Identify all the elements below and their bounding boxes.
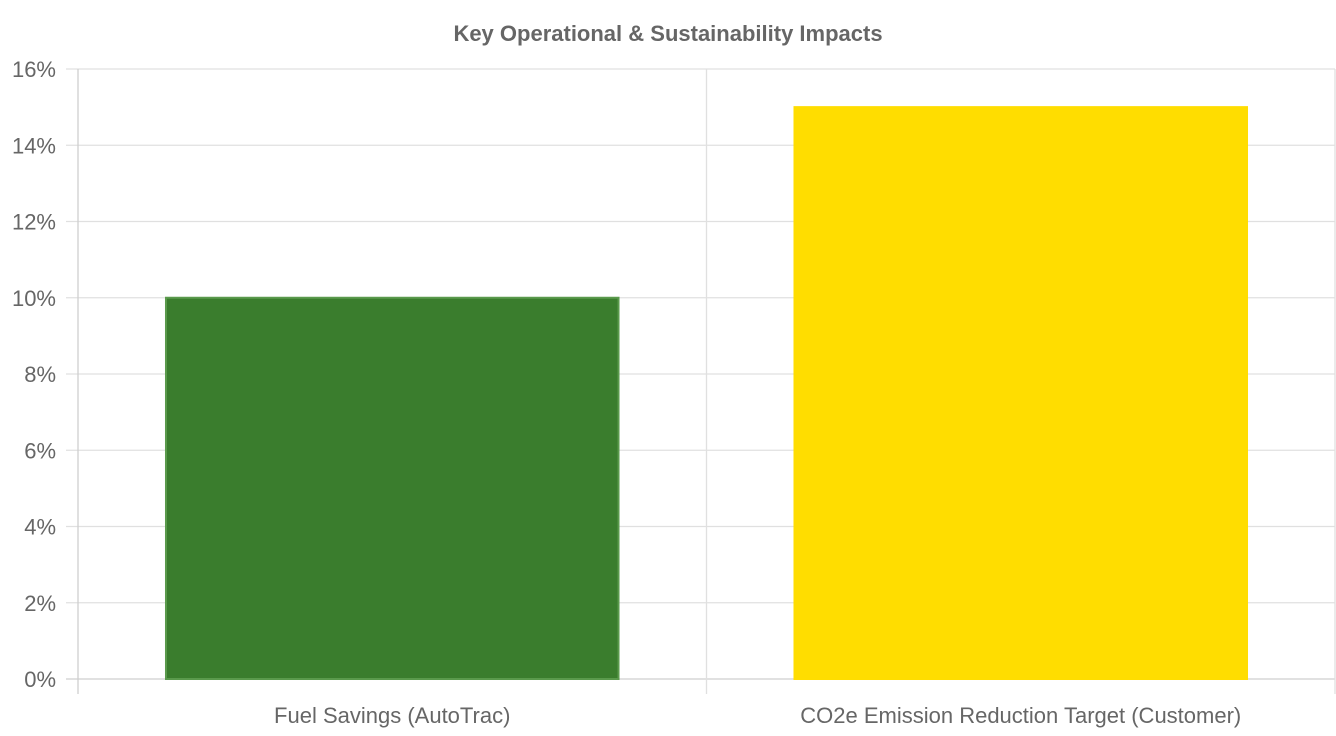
x-category-label: CO2e Emission Reduction Target (Customer… bbox=[800, 703, 1241, 728]
y-tick-label: 16% bbox=[12, 57, 56, 82]
bar[interactable] bbox=[164, 296, 620, 680]
y-tick-label: 0% bbox=[24, 667, 56, 692]
y-tick-label: 4% bbox=[24, 515, 56, 540]
bar[interactable] bbox=[793, 106, 1249, 680]
y-tick-label: 8% bbox=[24, 362, 56, 387]
axis-layer: 0% 2% 4% 6% 8% 10% 12% 14% 16% Fuel Savings (Auto… bbox=[12, 57, 1241, 728]
bars-layer bbox=[164, 106, 1249, 680]
y-tick-label: 2% bbox=[24, 591, 56, 616]
y-tick-label: 14% bbox=[12, 133, 56, 158]
x-category-label: Fuel Savings (AutoTrac) bbox=[274, 703, 510, 728]
y-tick-label: 6% bbox=[24, 438, 56, 463]
y-tick-label: 12% bbox=[12, 210, 56, 235]
y-tick-label: 10% bbox=[12, 286, 56, 311]
chart-title: Key Operational & Sustainability Impacts bbox=[453, 21, 882, 46]
